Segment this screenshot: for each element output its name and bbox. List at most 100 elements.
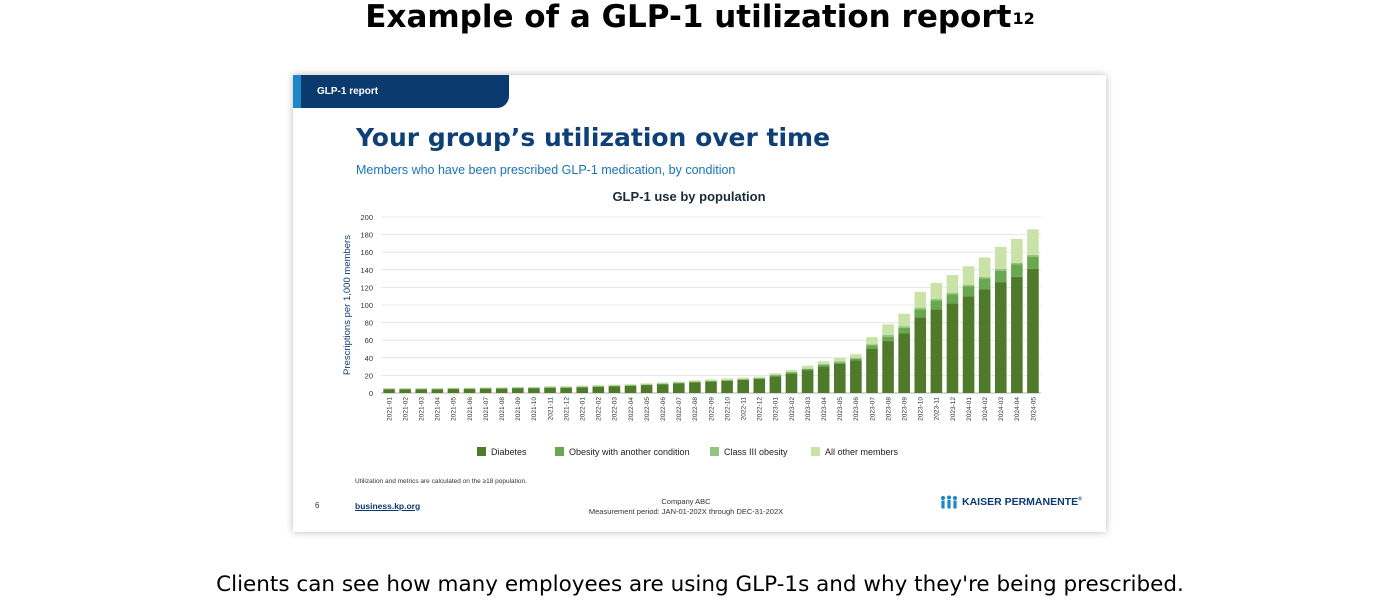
x-tick-label: 2021-04 <box>435 397 442 421</box>
x-tick-label: 2021-08 <box>499 397 506 421</box>
x-tick-label: 2021-03 <box>419 397 426 421</box>
x-tick-label: 2023-02 <box>789 397 796 421</box>
bar-segment <box>640 385 653 393</box>
page-number: 6 <box>315 501 320 510</box>
y-tick-label: 200 <box>360 213 373 222</box>
x-tick-label: 2022-09 <box>708 397 715 421</box>
legend-swatch <box>555 447 564 456</box>
x-tick-label: 2023-01 <box>773 397 780 421</box>
bar-segment <box>656 384 669 393</box>
legend-label: Diabetes <box>491 447 527 457</box>
legend-label: All other members <box>825 447 899 457</box>
heading-footnote-ref: 12 <box>1012 9 1035 28</box>
bar-segment <box>882 336 894 342</box>
bar-segment <box>962 286 975 297</box>
bar-segment <box>544 387 556 393</box>
bar-segment <box>898 326 910 328</box>
bar-segment <box>608 384 621 386</box>
x-tick-label: 2021-09 <box>515 397 522 421</box>
x-tick-label: 2022-02 <box>596 397 603 421</box>
bar-segment <box>850 360 862 393</box>
bar-segment <box>737 377 749 379</box>
business-site-link[interactable]: business.kp.org <box>355 501 421 511</box>
bar-segment <box>833 363 846 393</box>
bar-segment <box>914 307 927 310</box>
bar-segment <box>930 309 943 393</box>
bar-segment <box>882 324 894 335</box>
kp-people-icon <box>941 495 957 509</box>
bar-segment <box>463 389 476 393</box>
bar-segment <box>689 382 701 393</box>
bar-segment <box>978 276 991 279</box>
x-tick-label: 2021-11 <box>547 397 554 421</box>
bar-segment <box>592 385 605 386</box>
page-heading-text: Example of a GLP-1 utilization report <box>365 0 1012 35</box>
bar-segment <box>415 389 428 393</box>
bar-segment <box>721 378 733 380</box>
bar-segment <box>673 383 685 393</box>
bar-segment <box>560 385 572 387</box>
bar-segment <box>560 387 572 393</box>
bar-segment <box>930 283 943 299</box>
bar-segment <box>689 380 701 382</box>
x-tick-label: 2021-01 <box>386 397 393 421</box>
bar-segment <box>994 268 1007 271</box>
x-tick-label: 2024-01 <box>966 397 973 421</box>
x-tick-label: 2024-02 <box>982 397 989 421</box>
y-tick-label: 60 <box>365 336 373 345</box>
bar-segment <box>930 298 943 301</box>
bar-segment <box>978 289 991 393</box>
bar-segment <box>833 362 846 364</box>
page-caption: Clients can see how many employees are u… <box>216 572 1184 597</box>
bar-segment <box>753 378 766 393</box>
bar-segment <box>914 317 927 393</box>
y-tick-label: 0 <box>369 389 373 398</box>
x-tick-label: 2023-04 <box>821 397 828 421</box>
report-tab-label: GLP-1 report <box>317 86 379 97</box>
bar-segment <box>512 388 524 393</box>
bar-segment <box>866 337 878 345</box>
bar-segment <box>850 358 862 361</box>
glp1-stacked-bar-chart: GLP-1 use by population Prescriptions pe… <box>342 189 1041 457</box>
bar-segment <box>673 381 685 383</box>
legend-swatch <box>811 447 820 456</box>
footnote: Utilization and metrics are calculated o… <box>355 478 527 485</box>
bar-segment <box>656 382 669 384</box>
x-tick-label: 2023-07 <box>869 397 876 421</box>
bar-segment <box>866 345 878 349</box>
x-tick-label: 2022-10 <box>724 397 731 421</box>
x-tick-label: 2023-08 <box>885 397 892 421</box>
bar-segment <box>994 246 1007 269</box>
bar-segment <box>930 300 943 310</box>
bar-segment <box>850 357 862 359</box>
bar-segment <box>753 376 766 379</box>
bar-segment <box>1011 239 1023 263</box>
bar-segment <box>946 294 959 304</box>
report-tab: GLP-1 report <box>293 75 509 108</box>
bar-segment <box>801 368 814 371</box>
bar-segment <box>882 341 894 393</box>
bar-segment <box>1011 262 1023 265</box>
x-tick-label: 2021-05 <box>451 397 458 421</box>
report-tab-accent <box>293 75 301 108</box>
legend-label: Obesity with another condition <box>569 447 690 457</box>
bar-segment <box>994 270 1007 283</box>
logo-wordmark: KAISER PERMANENTE® <box>962 496 1082 508</box>
bar-segment <box>737 379 749 393</box>
bar-segment <box>962 266 975 285</box>
bar-segment <box>914 309 927 318</box>
x-tick-label: 2024-03 <box>998 397 1005 421</box>
y-tick-label: 120 <box>360 283 373 292</box>
x-tick-label: 2024-04 <box>1014 397 1021 421</box>
y-tick-label: 160 <box>360 248 373 257</box>
logo-registered-mark: ® <box>1078 496 1082 503</box>
y-axis-label: Prescriptions per 1,000 members <box>342 235 353 375</box>
bar-segment <box>785 373 798 393</box>
bar-segment <box>850 354 862 358</box>
bar-segment <box>866 344 878 346</box>
bar-segment <box>447 389 460 393</box>
x-tick-label: 2021-10 <box>531 397 538 421</box>
x-tick-label: 2022-03 <box>612 397 619 421</box>
bar-segment <box>914 291 927 308</box>
y-tick-label: 180 <box>360 231 373 240</box>
